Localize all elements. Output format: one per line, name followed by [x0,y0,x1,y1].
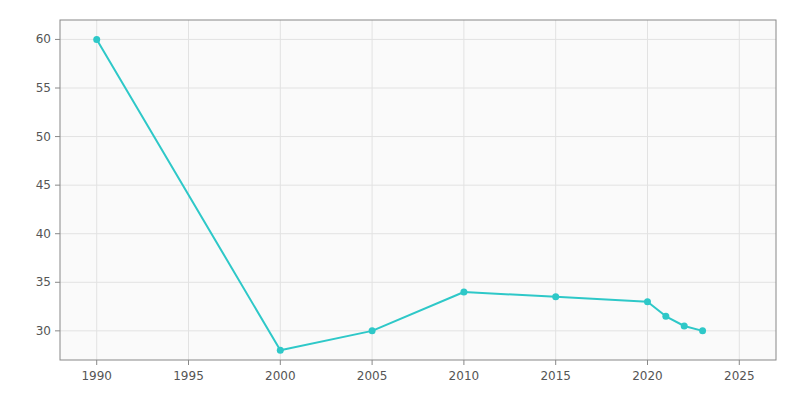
y-tick-label: 55 [36,81,51,95]
y-tick-label: 40 [36,227,51,241]
x-tick [372,360,373,365]
plot-background [60,20,776,360]
grid [60,20,776,360]
x-tick-label: 2015 [540,369,571,383]
x-tick [647,360,648,365]
x-tick [188,360,189,365]
y-tick [55,282,60,283]
y-tick [55,330,60,331]
x-tick [96,360,97,365]
y-tick-label: 50 [36,130,51,144]
marker [681,323,688,330]
y-grid-line [60,136,776,137]
x-grid-line [372,20,373,360]
y-tick-label: 35 [36,275,51,289]
x-tick-label: 2005 [357,369,388,383]
x-grid-line [555,20,556,360]
y-tick [55,233,60,234]
marker [369,327,376,334]
marker [552,293,559,300]
y-grid-line [60,330,776,331]
y-tick-label: 30 [36,324,51,338]
x-tick-label: 1990 [81,369,112,383]
y-tick-label: 60 [36,32,51,46]
x-grid-line [463,20,464,360]
marker [699,327,706,334]
y-grid-line [60,282,776,283]
x-tick-label: 2025 [724,369,755,383]
axes: 1990 1995 2000 2005 2010 2015 2020 2025 30 35 40 45… [36,20,776,383]
x-tick-label: 2010 [449,369,480,383]
marker [277,347,284,354]
y-tick [55,39,60,40]
y-grid-line [60,88,776,89]
marker [662,313,669,320]
x-grid-line [647,20,648,360]
x-tick-label: 2000 [265,369,296,383]
y-grid-line [60,39,776,40]
x-tick [280,360,281,365]
x-grid-line [280,20,281,360]
marker [460,289,467,296]
series [93,36,706,354]
chart: 1990 1995 2000 2005 2010 2015 2020 2025 30 35 40 45… [0,0,800,400]
x-tick [555,360,556,365]
y-grid-line [60,233,776,234]
x-tick-label: 2020 [632,369,663,383]
y-tick [55,185,60,186]
plot-frame [60,20,776,360]
line [97,39,703,350]
y-tick [55,136,60,137]
x-grid-line [188,20,189,360]
x-tick-label: 1995 [173,369,204,383]
y-grid-line [60,185,776,186]
x-grid-line [739,20,740,360]
x-tick [463,360,464,365]
x-tick [739,360,740,365]
marker [644,298,651,305]
y-tick [55,88,60,89]
y-tick-label: 45 [36,178,51,192]
chart-container: 1990 1995 2000 2005 2010 2015 2020 2025 30 35 40 45… [0,0,800,400]
x-grid-line [96,20,97,360]
marker [93,36,100,43]
